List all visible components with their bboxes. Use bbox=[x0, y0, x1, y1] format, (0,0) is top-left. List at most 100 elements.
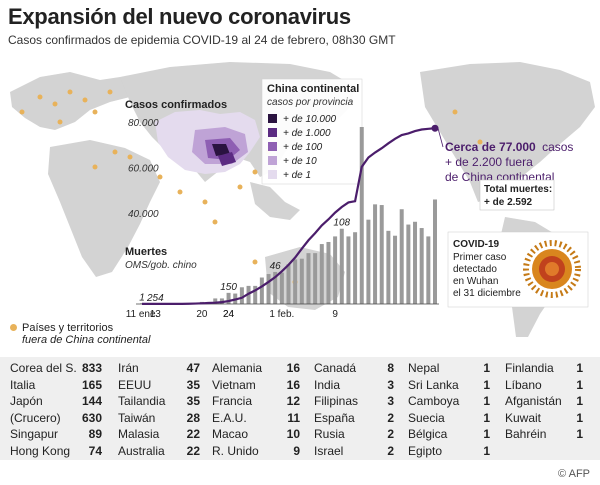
territory-dot bbox=[252, 259, 258, 265]
map-europe bbox=[10, 72, 140, 130]
cases-line bbox=[142, 127, 436, 306]
death-bar bbox=[359, 127, 364, 304]
country-case-count: 165 bbox=[81, 377, 102, 392]
legend-item-label: + de 100 bbox=[283, 142, 323, 153]
legend-swatch bbox=[268, 114, 277, 123]
territories-legend-label: Países y territorios bbox=[22, 322, 114, 334]
territory-dot bbox=[92, 109, 98, 115]
country-row: E.A.U. 11 bbox=[212, 410, 300, 427]
country-name: Egipto bbox=[408, 443, 443, 458]
country-case-count: 1 bbox=[483, 427, 490, 442]
country-case-count: 1 bbox=[576, 361, 583, 375]
country-name: Bahréin bbox=[505, 427, 547, 442]
country-row: Finlandia 1 bbox=[505, 360, 583, 377]
country-row: Canadá 8 bbox=[314, 360, 394, 377]
country-name: Camboya bbox=[408, 394, 460, 409]
country-row: Australia 22 bbox=[118, 443, 200, 460]
territory-dot bbox=[477, 139, 483, 145]
legend-swatch bbox=[268, 142, 277, 151]
territory-dot bbox=[452, 109, 458, 115]
country-row: (Crucero) 630 bbox=[10, 410, 102, 427]
legend-title: China continental bbox=[267, 83, 359, 95]
cases-axis-title: Casos confirmados bbox=[125, 99, 227, 111]
country-name: Japón bbox=[10, 394, 43, 409]
country-name: Finlandia bbox=[505, 361, 554, 375]
territory-dot bbox=[107, 89, 113, 95]
territory-dot bbox=[92, 164, 98, 170]
territory-dot bbox=[157, 174, 163, 180]
country-case-count: 47 bbox=[186, 361, 200, 375]
death-bar bbox=[353, 232, 358, 304]
country-column-2: Irán 47 EEUU 35 Tailandia 35 Taiwán 28 Malasia 22… bbox=[118, 360, 200, 460]
territory-dot bbox=[57, 119, 63, 125]
y-tick-label: 60.000 bbox=[128, 164, 159, 175]
death-bar bbox=[226, 292, 231, 304]
deaths-axis-title: Muertes bbox=[125, 246, 167, 258]
country-row: Alemania 16 bbox=[212, 360, 300, 377]
country-name: (Crucero) bbox=[10, 410, 61, 425]
country-case-count: 28 bbox=[186, 410, 200, 425]
country-name: Taiwán bbox=[118, 410, 156, 425]
death-bar bbox=[419, 228, 424, 304]
country-case-count: 10 bbox=[286, 427, 300, 442]
country-name: Malasia bbox=[118, 427, 160, 442]
country-case-count: 3 bbox=[387, 377, 394, 392]
country-case-count: 11 bbox=[287, 410, 300, 425]
country-case-count: 3 bbox=[387, 394, 394, 409]
country-name: Italia bbox=[10, 377, 36, 392]
y-tick-label: 80.000 bbox=[128, 118, 159, 129]
death-bar bbox=[273, 271, 278, 304]
cases-callout-word: casos bbox=[542, 140, 573, 154]
x-tick-label: 24 bbox=[223, 309, 235, 320]
country-name: Alemania bbox=[212, 361, 263, 375]
territory-dot-icon bbox=[10, 324, 17, 331]
country-name: Nepal bbox=[408, 361, 440, 375]
country-name: R. Unido bbox=[212, 443, 259, 458]
country-case-count: 630 bbox=[81, 410, 102, 425]
country-row: Rusia 2 bbox=[314, 426, 394, 443]
country-case-count: 2 bbox=[387, 410, 394, 425]
country-row: Francia 12 bbox=[212, 393, 300, 410]
country-row: Filipinas 3 bbox=[314, 393, 394, 410]
country-case-count: 16 bbox=[286, 377, 300, 392]
deaths-axis-subtitle: OMS/gob. chino bbox=[125, 260, 197, 271]
country-row: Bahréin 1 bbox=[505, 426, 583, 443]
country-name: Suecia bbox=[408, 410, 445, 425]
country-row: Kuwait 1 bbox=[505, 410, 583, 427]
death-bar bbox=[399, 209, 404, 304]
country-row: Tailandia 35 bbox=[118, 393, 200, 410]
country-row: Italia 165 bbox=[10, 377, 102, 394]
covid-line-4: en Wuhan bbox=[453, 276, 498, 287]
map-australia bbox=[265, 247, 345, 310]
legend-item-label: + de 10 bbox=[283, 156, 317, 167]
country-case-count: 1 bbox=[576, 377, 583, 392]
china-region-10000 bbox=[212, 144, 230, 156]
country-case-count: 89 bbox=[88, 427, 102, 442]
country-name: E.A.U. bbox=[212, 410, 247, 425]
country-case-count: 2 bbox=[387, 427, 394, 442]
country-row: Japón 144 bbox=[10, 393, 102, 410]
page-subtitle: Casos confirmados de epidemia COVID-19 a… bbox=[8, 33, 396, 47]
country-row: Nepal 1 bbox=[408, 360, 490, 377]
death-bar bbox=[379, 205, 384, 304]
death-bar bbox=[299, 258, 304, 304]
country-row: Irán 47 bbox=[118, 360, 200, 377]
country-name: Canadá bbox=[314, 361, 357, 375]
cases-callout-bold: Cerca de 77.000 bbox=[445, 140, 536, 154]
country-name: Israel bbox=[314, 443, 344, 458]
country-row: España 2 bbox=[314, 410, 394, 427]
country-row: Vietnam 16 bbox=[212, 377, 300, 394]
covid-line-2: Primer caso bbox=[453, 252, 507, 263]
death-data-label: 1 bbox=[139, 292, 145, 303]
x-tick-label: 9 bbox=[332, 309, 338, 320]
death-bar bbox=[326, 241, 331, 304]
legend-swatch bbox=[268, 170, 277, 179]
svg-text:Cerca de 77.000 casos: Cerca de 77.000 casos bbox=[445, 140, 573, 154]
country-case-count: 1 bbox=[483, 410, 490, 425]
death-bar bbox=[239, 287, 244, 304]
death-bar bbox=[339, 228, 344, 304]
country-name: Francia bbox=[212, 394, 253, 409]
country-row: Suecia 1 bbox=[408, 410, 490, 427]
territory-dot bbox=[127, 154, 133, 160]
country-case-count: 35 bbox=[186, 377, 200, 392]
